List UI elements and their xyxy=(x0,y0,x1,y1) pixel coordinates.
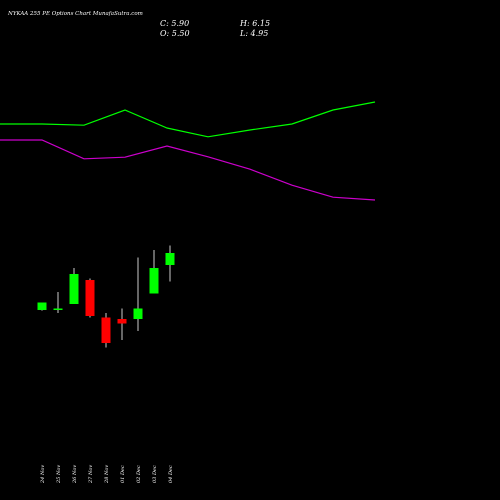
candle-body xyxy=(37,302,47,310)
candle-5 xyxy=(101,313,111,348)
x-tick-label: 04 Dec xyxy=(168,465,174,483)
overlay-line-2 xyxy=(0,139,376,201)
x-tick-label: 03 Dec xyxy=(152,465,158,483)
candle-6 xyxy=(117,308,127,340)
x-tick-label: 28 Nov xyxy=(104,465,110,484)
candle-1 xyxy=(37,302,47,311)
x-tick-label: 25 Nov xyxy=(56,465,62,484)
overlay-lines xyxy=(0,101,376,201)
candle-7 xyxy=(133,257,143,331)
candle-2 xyxy=(53,292,63,313)
x-axis-labels: 24 Nov 25 Nov 26 Nov 27 Nov 28 Nov 01 Dec 02 D… xyxy=(40,465,174,484)
high-value: H: 6.15 xyxy=(239,19,270,28)
close-value: C: 5.90 xyxy=(160,19,189,28)
candle-4 xyxy=(85,278,95,318)
candle-body xyxy=(101,317,111,343)
x-tick-label: 24 Nov xyxy=(40,465,46,484)
x-tick-label: 02 Dec xyxy=(136,465,142,483)
candle-9 xyxy=(165,245,175,282)
low-value: L: 4.95 xyxy=(239,29,268,38)
candle-body xyxy=(69,274,79,304)
candle-body xyxy=(85,280,95,316)
candle-body xyxy=(133,308,143,319)
candle-body xyxy=(165,253,175,265)
candles xyxy=(37,245,175,348)
open-value: O: 5.50 xyxy=(160,29,190,38)
chart-title: NYKAA 255 PE Options Chart MunafaSutra.c… xyxy=(7,11,143,17)
x-tick-label: 26 Nov xyxy=(72,465,78,484)
x-tick-label: 01 Dec xyxy=(120,465,126,483)
candle-3 xyxy=(69,268,79,304)
x-tick-label: 27 Nov xyxy=(88,465,94,484)
candle-body xyxy=(53,308,63,310)
overlay-line-1 xyxy=(0,101,376,138)
candle-body xyxy=(117,319,127,324)
candle-8 xyxy=(149,250,159,294)
candle-body xyxy=(149,268,159,294)
